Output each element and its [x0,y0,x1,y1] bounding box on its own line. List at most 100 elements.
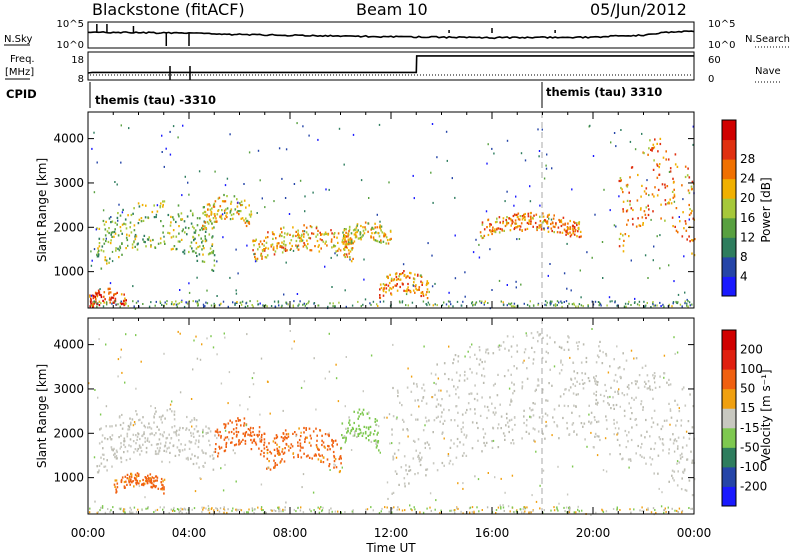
velocity-cell [305,427,307,430]
power-cell [675,207,678,210]
power-cell [370,228,372,231]
power-noise-cell [515,286,517,289]
velocity-cell [130,480,132,483]
power-cell [572,232,574,235]
velocity-noise-cell [192,368,194,371]
velocity-cell [269,450,271,453]
velocity-cell [485,441,488,444]
velocity-clutter-cell [129,506,131,509]
velocity-cell [311,457,313,460]
power-clutter-cell [599,303,602,306]
power-cell [344,246,346,249]
power-cell [246,219,249,222]
velocity-cell [250,431,252,434]
power-cell [502,217,505,220]
power-cell [348,228,351,231]
power-clutter-cell [317,304,320,307]
power-cell [513,227,516,231]
power-clutter-cell [450,303,452,306]
velocity-cell [504,434,506,437]
velocity-noise-cell [117,358,120,361]
velocity-cell [588,404,590,407]
velocity-cell [605,419,608,422]
velocity-cell [407,429,409,432]
velocity-cell [123,485,126,488]
power-noise-cell [132,285,134,288]
power-cell [669,198,671,201]
power-cell [692,239,694,242]
power-clutter-cell [287,303,289,306]
power-cell [353,240,356,243]
velocity-clutter-cell [107,508,109,510]
velocity-cell [223,438,226,441]
cpid-entry-1: themis (tau) -3310 [95,93,216,107]
velocity-cell [653,372,656,375]
velocity-cell [299,442,302,445]
power-cell [542,221,544,224]
power-cell [422,292,424,296]
power-cell [493,230,495,233]
power-noise-cell [485,210,488,213]
power-clutter-cell [591,300,593,303]
noise-tick-right-top: 10^5 [708,19,735,30]
power-cell [210,252,212,255]
power-cell [664,199,667,202]
velocity-cell [607,402,609,405]
velocity-cell [309,434,312,437]
power-cell [685,229,688,232]
velocity-clutter-cell [243,511,245,514]
velocity-cell [498,348,501,351]
velocity-cell [508,430,510,434]
velocity-cell [141,434,144,437]
power-noise-cell [653,245,655,248]
velocity-cell [678,410,681,413]
velocity-noise-cell [497,346,500,348]
power-cell [640,207,642,210]
velocity-colorbar-segment-3 [722,427,736,448]
velocity-cell [360,431,362,434]
velocity-noise-cell [609,395,611,398]
velocity-cell [193,435,195,438]
power-cell [569,219,571,223]
velocity-noise-cell [94,389,96,391]
power-cell [98,237,101,240]
velocity-cell [136,438,138,441]
power-cell [177,213,180,216]
power-clutter-cell [239,301,241,304]
power-cell [496,220,498,223]
power-cell [547,230,550,233]
power-cell [110,298,112,301]
power-cell [211,244,213,247]
power-cell [100,294,102,297]
power-cell [114,221,117,224]
velocity-cell [572,361,575,364]
velocity-cell [142,443,144,446]
velocity-cell [455,371,458,374]
power-cell [204,230,207,233]
power-clutter-cell [161,304,163,306]
velocity-cell [646,387,649,390]
velocity-cell [98,464,101,467]
velocity-cell [100,456,102,459]
velocity-cell [374,418,377,421]
velocity-clutter-cell [460,510,462,513]
velocity-clutter-cell [141,509,143,512]
velocity-cell [224,423,227,426]
velocity-cell [190,441,193,444]
velocity-noise-cell [278,506,280,509]
power-cell [315,227,318,230]
power-cell [260,252,263,255]
velocity-cell [160,415,163,418]
power-clutter-cell [652,303,654,306]
power-clutter-cell [652,302,654,305]
power-cell [671,190,674,193]
velocity-data-cells [88,328,696,516]
power-cell [138,218,141,221]
velocity-cell [511,428,514,431]
velocity-noise-cell [594,380,596,383]
velocity-clutter-cell [137,508,139,511]
velocity-cell [558,404,560,407]
velocity-cell [287,432,290,436]
velocity-cell [677,445,679,448]
power-clutter-cell [484,300,486,303]
